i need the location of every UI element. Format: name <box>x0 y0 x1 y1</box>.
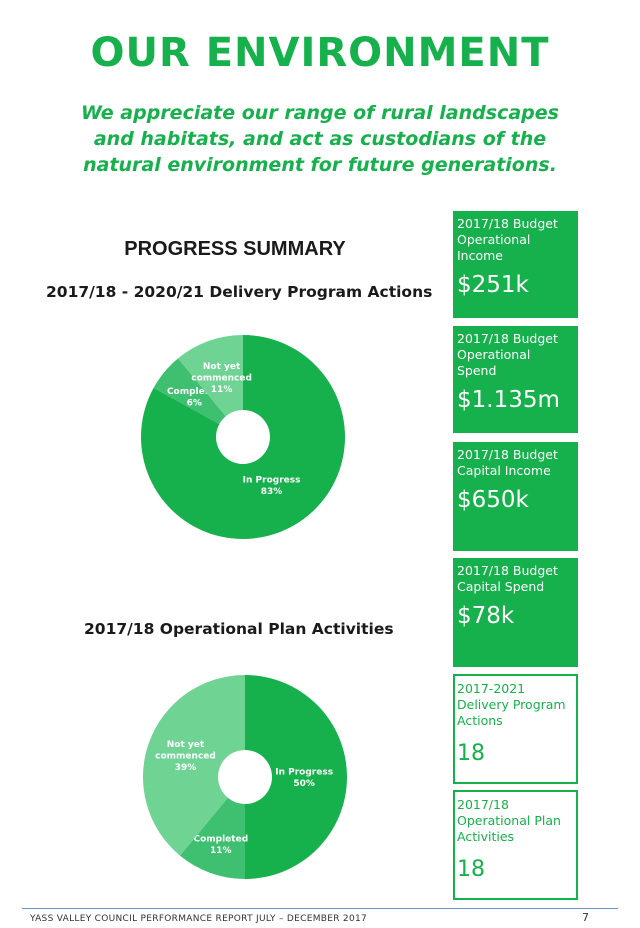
page-subtitle: We appreciate our range of rural landsca… <box>81 102 559 176</box>
kpi-capital-income: 2017/18 Budget Capital Income $650k <box>453 442 578 551</box>
operational-plan-chart-title: 2017/18 Operational Plan Activities <box>84 620 394 638</box>
kpi-value: $1.135m <box>457 387 560 413</box>
slice-not-yet-commenced <box>177 335 243 417</box>
slice-in-progress <box>140 335 345 539</box>
kpi-value: 18 <box>457 741 485 766</box>
kpi-capital-spend: 2017/18 Budget Capital Spend $78k <box>453 558 578 667</box>
footer-divider <box>22 908 618 909</box>
kpi-value: $650k <box>457 487 529 513</box>
slice-label-completed: Completed 6% <box>167 387 222 409</box>
operational-plan-donut-chart: In Progress 50% Completed 11% Not yet commenc… <box>143 675 347 879</box>
slice-label-in-progress: In Progress 83% <box>243 476 301 498</box>
kpi-operational-spend: 2017/18 Budget Operational Spend $1.135m <box>453 326 578 433</box>
slice-label-completed: Completed 11% <box>193 834 248 856</box>
slice-in-progress <box>245 675 347 879</box>
page-title: OUR ENVIRONMENT <box>90 30 550 76</box>
kpi-label: 2017/18 Operational Plan Activities <box>457 797 561 844</box>
slice-not-yet-commenced <box>143 675 245 856</box>
kpi-value: $78k <box>457 603 515 629</box>
kpi-value: $251k <box>457 272 529 298</box>
kpi-label: 2017/18 Budget Capital Income <box>457 447 558 478</box>
kpi-operational-plan-activities: 2017/18 Operational Plan Activities 18 <box>453 790 578 900</box>
slice-label-not-yet-commenced: Not yet commenced 39% <box>155 740 216 773</box>
kpi-label: 2017/18 Budget Capital Spend <box>457 563 558 594</box>
kpi-delivery-program-actions: 2017-2021 Delivery Program Actions 18 <box>453 674 578 784</box>
slice-label-not-yet-commenced: Not yet commenced 11% <box>191 362 252 395</box>
kpi-label: 2017-2021 Delivery Program Actions <box>457 681 566 728</box>
footer-text: YASS VALLEY COUNCIL PERFORMANCE REPORT J… <box>30 914 368 924</box>
slice-label-in-progress: In Progress 50% <box>275 767 333 789</box>
slice-completed <box>153 358 226 424</box>
progress-summary-heading: PROGRESS SUMMARY <box>124 238 346 260</box>
kpi-label: 2017/18 Budget Operational Spend <box>457 331 558 378</box>
kpi-label: 2017/18 Budget Operational Income <box>457 216 558 263</box>
kpi-value: 18 <box>457 857 485 882</box>
kpi-operational-income: 2017/18 Budget Operational Income $251k <box>453 211 578 318</box>
delivery-program-chart-title: 2017/18 - 2020/21 Delivery Program Actio… <box>46 283 433 301</box>
slice-completed <box>179 797 245 879</box>
page-number: 7 <box>582 911 589 924</box>
delivery-program-donut-chart: In Progress 83% Completed 6%Not yet commence… <box>140 335 345 539</box>
